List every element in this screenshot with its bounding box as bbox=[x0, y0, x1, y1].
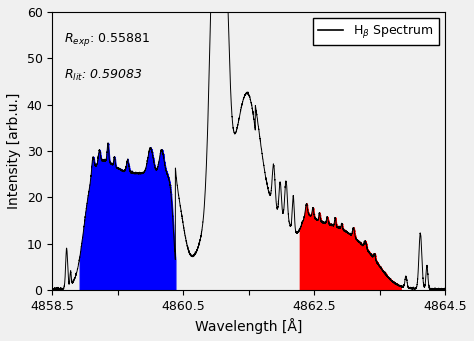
X-axis label: Wavelength [Å]: Wavelength [Å] bbox=[195, 318, 302, 334]
Y-axis label: Intensity [arb.u.]: Intensity [arb.u.] bbox=[7, 93, 21, 209]
Text: $R_{exp}$: 0.55881: $R_{exp}$: 0.55881 bbox=[64, 31, 150, 48]
Text: $R_{lit}$: 0.59083: $R_{lit}$: 0.59083 bbox=[64, 68, 142, 83]
Legend: H$_\beta$ Spectrum: H$_\beta$ Spectrum bbox=[313, 18, 439, 45]
